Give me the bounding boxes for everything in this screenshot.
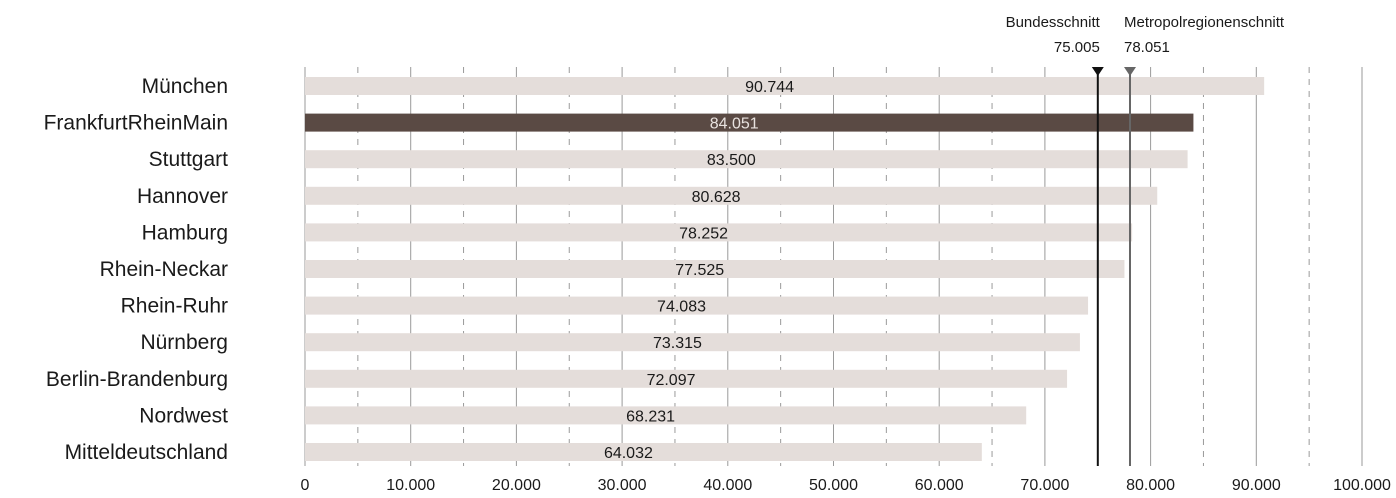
reference-line-name: Bundesschnitt bbox=[1006, 14, 1101, 31]
reference-marker bbox=[1091, 67, 1104, 76]
category-label: Nürnberg bbox=[140, 331, 228, 354]
reference-line-value: 75.005 bbox=[1054, 39, 1100, 56]
reference-line-value: 78.051 bbox=[1124, 39, 1170, 56]
category-label: München bbox=[142, 75, 228, 98]
bars: 90.744 84.051 83.500 80.628 78.252 77.525 74.0… bbox=[305, 77, 1265, 462]
bar-value-label: 77.525 bbox=[675, 262, 724, 279]
category-label: Rhein-Ruhr bbox=[121, 295, 228, 318]
reference-line-name: Metropolregionenschnitt bbox=[1124, 14, 1285, 31]
x-tick-label: 0 bbox=[301, 477, 310, 494]
bar bbox=[305, 333, 1080, 352]
x-tick-label: 90.000 bbox=[1232, 477, 1281, 494]
x-tick-label: 30.000 bbox=[598, 477, 647, 494]
category-label: Berlin-Brandenburg bbox=[46, 368, 228, 391]
category-label: Mitteldeutschland bbox=[65, 441, 228, 464]
bar bbox=[305, 443, 982, 461]
category-label: Nordwest bbox=[139, 404, 228, 427]
bar-value-label: 74.083 bbox=[657, 299, 706, 316]
bar bbox=[305, 369, 1068, 388]
bar-value-label: 73.315 bbox=[653, 335, 702, 352]
category-label: Hannover bbox=[137, 185, 228, 208]
bar bbox=[305, 260, 1125, 278]
bar bbox=[305, 406, 1027, 425]
x-tick-label: 50.000 bbox=[809, 477, 858, 494]
bar bbox=[305, 186, 1158, 205]
category-labels: München FrankfurtRheinMain Stuttgart Hannov… bbox=[44, 75, 229, 464]
x-tick-label: 100.000 bbox=[1333, 477, 1391, 494]
category-label: Hamburg bbox=[142, 221, 228, 244]
bar-value-label: 90.744 bbox=[745, 79, 794, 96]
x-tick-label: 20.000 bbox=[492, 477, 541, 494]
category-label: Rhein-Neckar bbox=[100, 258, 228, 281]
bar-value-label: 80.628 bbox=[692, 189, 741, 206]
bar bbox=[305, 223, 1133, 242]
bar bbox=[305, 150, 1188, 169]
bar-value-label: 72.097 bbox=[647, 372, 696, 389]
bar-value-label: 68.231 bbox=[626, 408, 675, 425]
bar bbox=[305, 113, 1194, 132]
bar-value-label: 83.500 bbox=[707, 152, 756, 169]
reference-lines: Bundesschnitt 75.005 Metropolregionenschni… bbox=[1006, 14, 1285, 466]
x-tick-label: 40.000 bbox=[703, 477, 752, 494]
x-tick-label: 60.000 bbox=[915, 477, 964, 494]
bar-value-label: 78.252 bbox=[679, 225, 728, 242]
x-tick-label: 10.000 bbox=[386, 477, 435, 494]
bar bbox=[305, 77, 1265, 95]
category-label: FrankfurtRheinMain bbox=[44, 112, 228, 135]
bar-value-label: 64.032 bbox=[604, 445, 653, 462]
bar bbox=[305, 296, 1089, 315]
reference-marker bbox=[1123, 67, 1136, 76]
category-label: Stuttgart bbox=[149, 148, 229, 171]
bar-value-label: 84.051 bbox=[710, 116, 759, 133]
x-axis-tick-labels: 0 10.000 20.000 30.000 40.000 50.000 60.000 70.… bbox=[301, 477, 1391, 494]
x-tick-label: 80.000 bbox=[1126, 477, 1175, 494]
x-tick-label: 70.000 bbox=[1020, 477, 1069, 494]
